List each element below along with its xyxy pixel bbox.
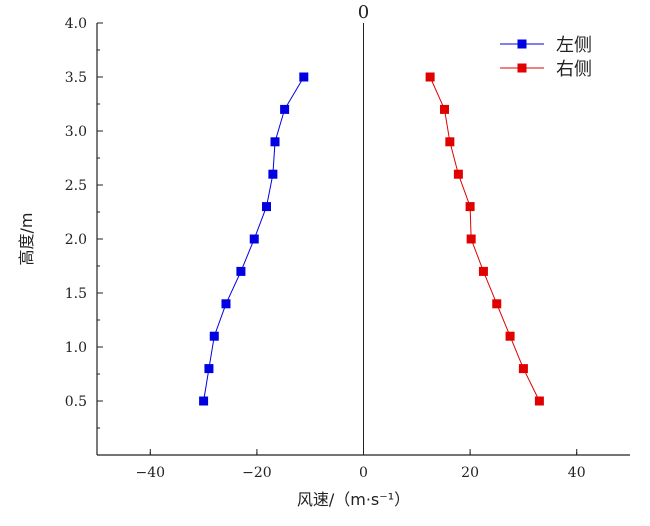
- data-point: [261, 202, 271, 212]
- data-point: [299, 72, 309, 82]
- x-tick-label: −20: [242, 465, 272, 481]
- y-tick-label: 4.0: [65, 16, 87, 32]
- ticks: 0.5 1.0 1.5 2.0 2.5 3.0 3.5 4.0 −40 −20 0 20 40: [65, 16, 586, 481]
- data-point: [209, 331, 219, 341]
- legend-entry-left: 左侧: [500, 35, 592, 56]
- data-point: [466, 234, 476, 244]
- y-axis-title: 高度/m: [17, 213, 36, 266]
- data-point: [478, 266, 488, 276]
- data-point: [492, 299, 502, 309]
- x-tick-label: −40: [136, 465, 166, 481]
- legend-label: 左侧: [556, 35, 592, 56]
- data-point: [440, 104, 450, 114]
- legend-marker: [517, 39, 527, 49]
- data-point: [518, 364, 528, 374]
- legend-entry-right: 右侧: [500, 59, 592, 80]
- zero-line-label: 0: [358, 2, 369, 23]
- series-right: [425, 72, 544, 406]
- y-tick-label: 2.5: [65, 178, 87, 194]
- data-point: [280, 104, 290, 114]
- y-tick-label: 3.0: [65, 124, 87, 140]
- data-point: [465, 202, 475, 212]
- data-point: [199, 396, 209, 406]
- series-line: [429, 76, 540, 402]
- legend-label: 右侧: [556, 59, 592, 80]
- data-point: [505, 331, 515, 341]
- x-tick-label: 40: [568, 465, 586, 481]
- x-tick-label: 20: [461, 465, 479, 481]
- x-axis-title: 风速/（m·s⁻¹）: [297, 490, 410, 509]
- x-tick-label: 0: [359, 465, 368, 481]
- series-left: [199, 72, 309, 406]
- data-point: [270, 137, 280, 147]
- y-tick-label: 0.5: [65, 394, 87, 410]
- data-point: [453, 169, 463, 179]
- axes: [96, 23, 630, 456]
- series-layer: [199, 72, 544, 406]
- legend-marker: [517, 63, 527, 73]
- data-point: [425, 72, 435, 82]
- data-point: [221, 299, 231, 309]
- y-tick-label: 1.5: [65, 286, 87, 302]
- y-tick-label: 1.0: [65, 340, 87, 356]
- data-point: [236, 266, 246, 276]
- y-tick-label: 2.0: [65, 232, 87, 248]
- data-point: [445, 137, 455, 147]
- data-point: [249, 234, 259, 244]
- y-tick-label: 3.5: [65, 70, 87, 86]
- data-point: [268, 169, 278, 179]
- data-point: [534, 396, 544, 406]
- data-point: [204, 364, 214, 374]
